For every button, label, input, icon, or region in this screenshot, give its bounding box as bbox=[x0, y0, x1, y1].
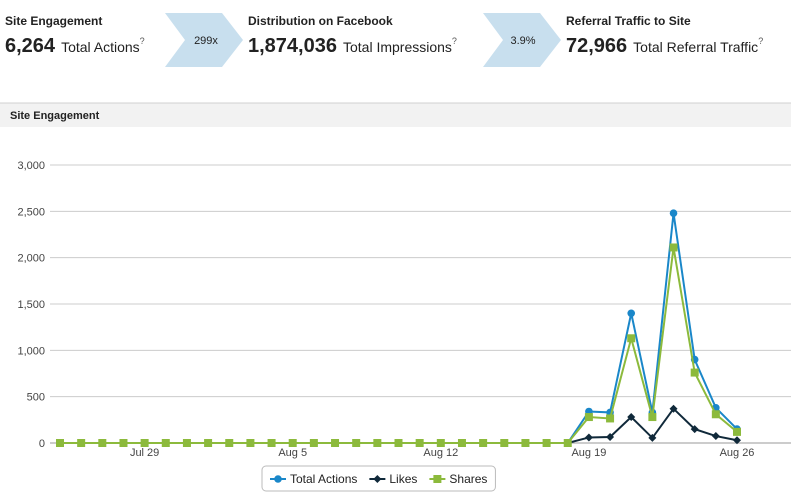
arrow-label: 3.9% bbox=[510, 35, 535, 47]
point bbox=[288, 439, 297, 447]
point bbox=[669, 404, 678, 413]
y-tick-label: 500 bbox=[27, 392, 45, 404]
point bbox=[119, 439, 128, 447]
series-line bbox=[60, 213, 738, 444]
point bbox=[98, 439, 107, 447]
series-line bbox=[60, 247, 738, 444]
x-tick-label: Aug 12 bbox=[423, 447, 458, 459]
point bbox=[394, 439, 403, 447]
point bbox=[56, 439, 64, 447]
y-tick-label: 1,000 bbox=[17, 345, 45, 357]
point bbox=[627, 413, 636, 422]
stat-title: Distribution on Facebook bbox=[248, 14, 393, 28]
point bbox=[274, 475, 282, 483]
point bbox=[584, 433, 593, 442]
y-tick-label: 3,000 bbox=[17, 160, 45, 172]
point bbox=[140, 439, 149, 447]
arrow-label: 299x bbox=[194, 35, 218, 47]
point bbox=[584, 413, 593, 422]
x-tick-label: Jul 29 bbox=[130, 447, 159, 459]
y-tick-label: 2,500 bbox=[17, 206, 45, 218]
point bbox=[627, 309, 636, 318]
legend-label: Shares bbox=[449, 472, 487, 486]
section-bar bbox=[0, 103, 791, 127]
point bbox=[711, 410, 720, 419]
stat-label: Total Referral Traffic bbox=[633, 39, 758, 55]
stat-line: 1,874,036 Total Impressions? bbox=[248, 35, 457, 57]
point bbox=[204, 439, 213, 447]
stat-help: ? bbox=[140, 36, 145, 46]
point bbox=[457, 439, 466, 447]
point bbox=[606, 414, 615, 423]
stat-help: ? bbox=[452, 36, 457, 46]
point bbox=[436, 439, 445, 447]
x-tick-label: Aug 19 bbox=[571, 447, 606, 459]
stat-label: Total Impressions bbox=[343, 39, 452, 55]
stat-value: 1,874,036 bbox=[248, 35, 337, 57]
point bbox=[77, 439, 86, 447]
point bbox=[542, 439, 551, 447]
point bbox=[246, 439, 255, 447]
point bbox=[433, 475, 442, 483]
section-title: Site Engagement bbox=[10, 110, 100, 122]
arrow bbox=[165, 13, 243, 67]
legend-label: Likes bbox=[389, 472, 417, 486]
point bbox=[627, 334, 636, 343]
point bbox=[373, 439, 382, 447]
arrow bbox=[483, 13, 561, 67]
point bbox=[479, 439, 488, 447]
stat-title: Referral Traffic to Site bbox=[566, 14, 691, 28]
stat-label: Total Actions bbox=[61, 39, 140, 55]
point bbox=[161, 439, 170, 447]
y-tick-label: 0 bbox=[39, 438, 45, 450]
stat-value: 6,264 bbox=[5, 35, 56, 57]
point bbox=[733, 427, 741, 436]
point bbox=[711, 432, 720, 441]
y-tick-label: 2,000 bbox=[17, 253, 45, 265]
stat-title: Site Engagement bbox=[5, 14, 102, 28]
point bbox=[415, 439, 424, 447]
legend-label: Total Actions bbox=[290, 472, 357, 486]
point bbox=[521, 439, 530, 447]
point bbox=[648, 413, 657, 422]
point bbox=[648, 433, 657, 442]
x-tick-label: Aug 26 bbox=[720, 447, 755, 459]
point bbox=[373, 475, 382, 483]
x-tick-label: Aug 5 bbox=[278, 447, 307, 459]
point bbox=[690, 368, 699, 377]
point bbox=[331, 439, 340, 447]
point bbox=[669, 243, 678, 252]
series-line bbox=[60, 407, 738, 444]
stat-help: ? bbox=[758, 36, 763, 46]
stat-line: 72,966 Total Referral Traffic? bbox=[566, 35, 763, 57]
stat-line: 6,264 Total Actions? bbox=[5, 35, 145, 57]
point bbox=[606, 432, 615, 441]
point bbox=[225, 439, 234, 447]
point bbox=[267, 439, 276, 447]
point bbox=[352, 439, 361, 447]
point bbox=[563, 439, 572, 447]
stat-value: 72,966 bbox=[566, 35, 627, 57]
point bbox=[500, 439, 509, 447]
point bbox=[690, 425, 699, 434]
point bbox=[309, 439, 318, 447]
point bbox=[733, 436, 741, 445]
y-tick-label: 1,500 bbox=[17, 299, 45, 311]
point bbox=[182, 439, 191, 447]
point bbox=[669, 209, 678, 217]
